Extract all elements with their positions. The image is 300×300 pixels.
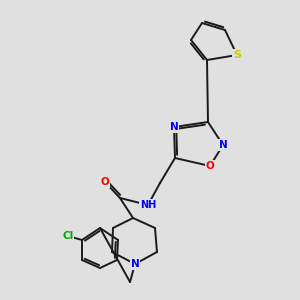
Text: N: N xyxy=(169,122,178,132)
Text: Cl: Cl xyxy=(62,231,74,241)
Text: O: O xyxy=(100,177,109,187)
Text: S: S xyxy=(233,50,241,60)
Text: N: N xyxy=(130,259,140,269)
Text: N: N xyxy=(219,140,227,150)
Text: O: O xyxy=(206,161,214,171)
Text: NH: NH xyxy=(140,200,156,210)
